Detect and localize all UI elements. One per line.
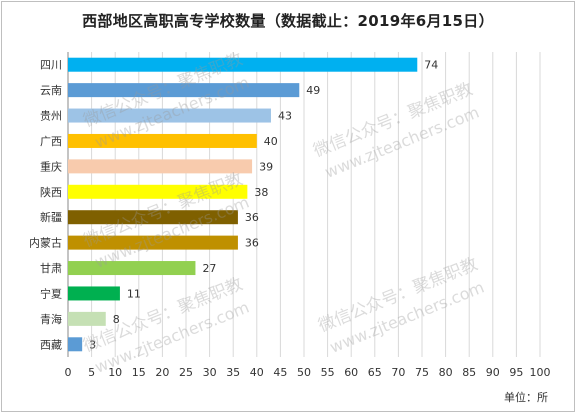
bar [68, 108, 271, 123]
x-tick-label: 75 [415, 366, 429, 379]
x-tick-label: 0 [65, 366, 72, 379]
y-category-label: 云南 [40, 84, 62, 97]
y-category-label: 西藏 [40, 338, 62, 351]
value-label: 38 [254, 186, 268, 199]
x-tick-label: 80 [439, 366, 453, 379]
x-tick-label: 95 [509, 366, 523, 379]
x-tick-label: 25 [179, 366, 193, 379]
y-category-label: 陕西 [40, 185, 62, 199]
value-label: 36 [245, 237, 259, 250]
x-tick-label: 50 [297, 366, 311, 379]
y-category-label: 青海 [40, 312, 62, 326]
bar [68, 337, 83, 352]
x-tick-label: 40 [250, 366, 264, 379]
x-tick-label: 55 [321, 366, 335, 379]
bar [68, 133, 257, 148]
y-category-label: 内蒙古 [29, 236, 62, 250]
x-tick-label: 70 [391, 366, 405, 379]
bar [68, 235, 238, 250]
value-label: 49 [306, 84, 320, 97]
y-category-label: 甘肃 [40, 262, 62, 275]
y-category-label: 宁夏 [40, 286, 62, 300]
x-tick-label: 10 [108, 366, 122, 379]
bar [68, 311, 106, 326]
bar [68, 83, 300, 98]
x-tick-label: 45 [273, 366, 287, 379]
x-tick-label: 5 [88, 366, 95, 379]
bar [68, 286, 120, 301]
x-tick-label: 35 [226, 366, 240, 379]
chart-title: 西部地区高职高专学校数量（数据截止：2019年6月15日） [82, 12, 494, 30]
value-label: 36 [245, 211, 259, 224]
value-label: 8 [113, 313, 120, 326]
unit-label: 单位：所 [504, 391, 548, 404]
bar [68, 57, 418, 72]
x-tick-label: 100 [530, 366, 551, 379]
x-tick-label: 30 [203, 366, 217, 379]
y-category-label: 新疆 [40, 210, 62, 224]
bar [68, 184, 248, 199]
y-category-label: 四川 [40, 59, 62, 72]
bar [68, 159, 253, 174]
x-tick-label: 20 [155, 366, 169, 379]
x-tick-label: 60 [344, 366, 358, 379]
x-tick-label: 85 [462, 366, 476, 379]
bar [68, 210, 238, 225]
value-label: 40 [264, 135, 278, 148]
y-category-label: 重庆 [40, 159, 62, 173]
x-tick-label: 15 [132, 366, 146, 379]
value-label: 27 [202, 262, 216, 275]
value-label: 74 [424, 59, 438, 72]
y-category-label: 贵州 [40, 110, 62, 123]
value-label: 39 [259, 160, 273, 173]
value-label: 3 [89, 338, 96, 351]
value-label: 43 [278, 110, 292, 123]
y-category-label: 广西 [40, 135, 62, 148]
x-tick-label: 65 [368, 366, 382, 379]
value-label: 11 [127, 287, 141, 300]
bar [68, 261, 196, 276]
x-tick-label: 90 [486, 366, 500, 379]
